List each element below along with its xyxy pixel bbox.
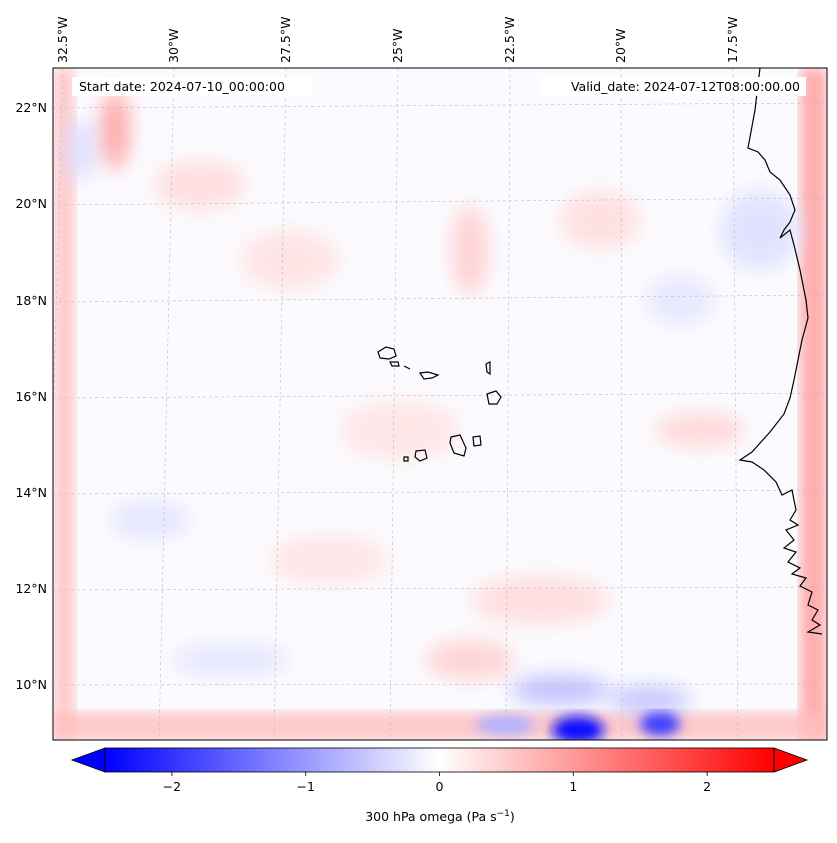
colorbar-ticks bbox=[171, 772, 708, 776]
lat-label: 16°N bbox=[15, 389, 47, 404]
colorbar-extend-min bbox=[70, 747, 106, 773]
field-blob bbox=[645, 275, 715, 325]
colorbar-tick-label: 2 bbox=[703, 779, 711, 794]
lon-label: 32.5°W bbox=[55, 17, 70, 63]
lon-labels: 32.5°W 30°W 27.5°W 25°W 22.5°W 20°W 17.5… bbox=[55, 17, 740, 63]
field-blobs bbox=[66, 90, 800, 714]
field-blob bbox=[610, 686, 690, 714]
colorbar: −2 −1 0 1 2 300 hPa omega (Pa s−1) bbox=[70, 747, 809, 824]
field-blob bbox=[110, 500, 190, 540]
strong-updraft-cells bbox=[475, 712, 680, 740]
island-sal bbox=[485, 361, 491, 376]
island-brava bbox=[403, 456, 409, 462]
lon-gridline bbox=[732, 68, 739, 740]
valid-label-box bbox=[540, 77, 806, 96]
colorbar-tick-label: 1 bbox=[569, 779, 577, 794]
field-blob bbox=[270, 535, 390, 585]
colorbar-label-main: 300 hPa omega (Pa s bbox=[365, 809, 496, 824]
colorbar-tick-labels: −2 −1 0 1 2 bbox=[163, 779, 711, 794]
field-blob bbox=[552, 716, 604, 740]
lat-label: 18°N bbox=[15, 293, 47, 308]
south-boundary-band bbox=[53, 712, 827, 740]
island-santo-antao bbox=[377, 346, 397, 360]
island-sao-vicente bbox=[389, 361, 400, 367]
lat-label: 22°N bbox=[15, 100, 47, 115]
lon-gridline bbox=[273, 68, 287, 740]
island-fogo bbox=[414, 449, 428, 462]
map-panel: Start date: 2024-07-10_00:00:00 Valid_da… bbox=[52, 67, 828, 741]
africa-coastline bbox=[738, 68, 823, 635]
island-sao-nicolau bbox=[418, 371, 440, 380]
colorbar-gradient bbox=[105, 748, 774, 772]
field-blob bbox=[655, 412, 745, 448]
colorbar-tick-label: −1 bbox=[296, 779, 314, 794]
lon-gridline bbox=[389, 68, 399, 740]
field-blob bbox=[155, 160, 245, 210]
start-label-box bbox=[72, 77, 312, 96]
lon-gridline bbox=[158, 68, 175, 740]
east-boundary-band bbox=[800, 68, 827, 740]
lon-label: 30°W bbox=[166, 28, 181, 63]
field-blob bbox=[340, 400, 460, 460]
start-date-label: Start date: 2024-07-10_00:00:00 bbox=[79, 79, 285, 94]
field-blob bbox=[170, 642, 290, 678]
island-santiago bbox=[449, 434, 467, 457]
lat-label: 10°N bbox=[15, 677, 47, 692]
omega-field bbox=[53, 68, 827, 740]
lon-label: 20°W bbox=[613, 28, 628, 63]
field-blob bbox=[101, 90, 129, 170]
field-blob bbox=[240, 230, 340, 290]
lon-gridline bbox=[505, 68, 511, 740]
graticule bbox=[53, 68, 827, 740]
valid-date-label: Valid_date: 2024-07-12T08:00:00.00 bbox=[571, 79, 800, 94]
field-blob bbox=[640, 712, 680, 736]
lon-label: 17.5°W bbox=[725, 17, 740, 63]
lat-label: 20°N bbox=[15, 196, 47, 211]
cape-verde-islands bbox=[377, 346, 502, 462]
field-blob bbox=[720, 190, 800, 270]
field-blob bbox=[66, 120, 94, 180]
colorbar-extend-max bbox=[773, 747, 809, 773]
lon-gridline bbox=[620, 68, 623, 740]
lat-label: 14°N bbox=[15, 485, 47, 500]
lon-label: 27.5°W bbox=[278, 17, 293, 63]
lat-label: 12°N bbox=[15, 581, 47, 596]
colorbar-tick-label: 0 bbox=[436, 779, 444, 794]
colorbar-label: 300 hPa omega (Pa s−1) bbox=[365, 809, 515, 824]
lat-labels: 22°N 20°N 18°N 16°N 14°N 12°N 10°N bbox=[15, 100, 47, 692]
field-blob bbox=[425, 640, 515, 680]
colorbar-label-superscript: −1 bbox=[497, 809, 510, 819]
island-boa-vista bbox=[486, 390, 502, 405]
colorbar-label-close: ) bbox=[510, 809, 515, 824]
field-blob bbox=[470, 575, 610, 625]
field-blob bbox=[475, 715, 535, 735]
field-blob bbox=[510, 676, 610, 704]
lon-label: 25°W bbox=[390, 28, 405, 63]
lon-label: 22.5°W bbox=[502, 17, 517, 63]
field-blob bbox=[560, 190, 640, 250]
island-santa-luzia bbox=[403, 365, 411, 370]
island-maio bbox=[472, 435, 482, 447]
field-blob bbox=[452, 205, 488, 295]
map-frame bbox=[52, 67, 828, 741]
colorbar-tick-label: −2 bbox=[163, 779, 181, 794]
